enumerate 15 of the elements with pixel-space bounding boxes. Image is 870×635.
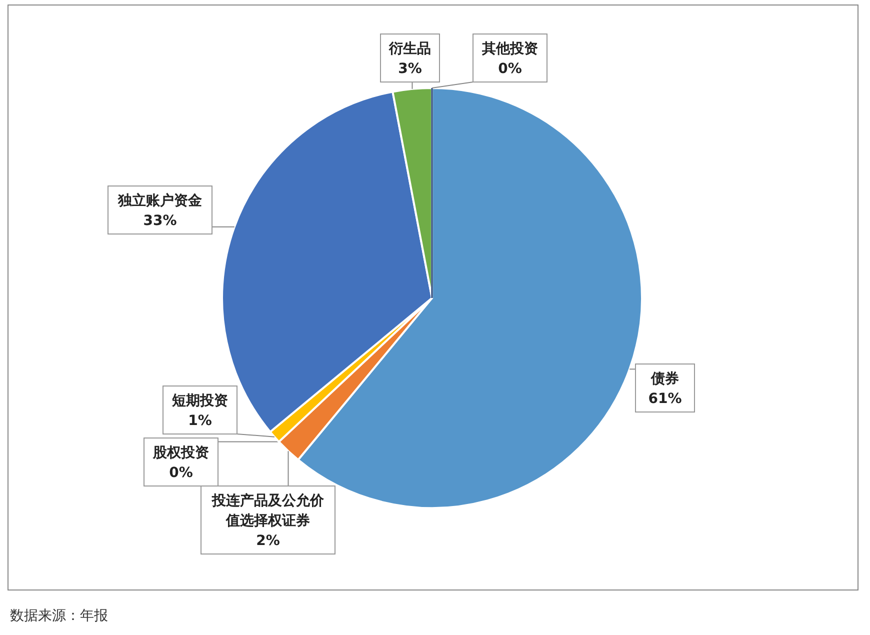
data-label: 2% — [256, 533, 280, 549]
slice-label: 短期投资 — [171, 393, 228, 409]
text: 0% — [169, 465, 193, 481]
slice-label: 债券 — [650, 371, 679, 387]
text: 0% — [498, 61, 522, 77]
source-note: 数据来源：年报 — [10, 608, 108, 624]
data-label: 61% — [648, 391, 682, 407]
data-label: 33% — [143, 213, 177, 229]
category-label: 股权投资 — [153, 445, 209, 461]
data-label: 3% — [398, 61, 422, 77]
slice-label: 投连产品及公允价值选择权证券 — [211, 492, 325, 529]
category-label: 其他投资 — [482, 41, 538, 57]
slice-label: 衍生品 — [388, 41, 431, 57]
slice-label: 独立账户资金 — [117, 192, 203, 209]
data-label: 1% — [188, 413, 212, 429]
